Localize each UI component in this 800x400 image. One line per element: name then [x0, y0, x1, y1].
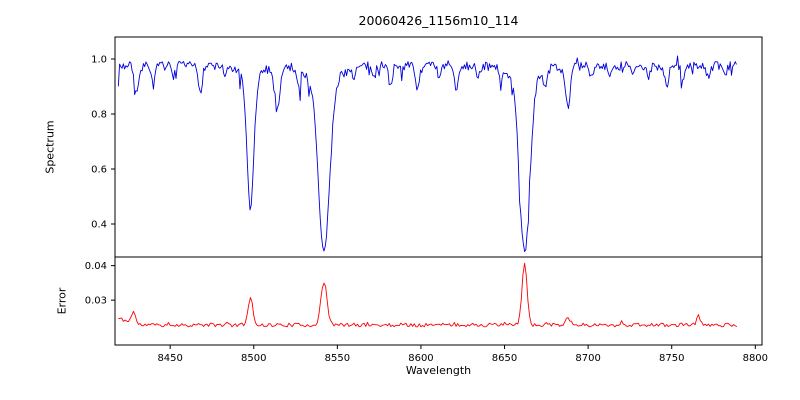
x-tick-label: 8700	[575, 353, 600, 364]
y-tick-label: 0.04	[85, 261, 107, 272]
y-tick-label: 0.6	[91, 165, 107, 176]
chart-title: 20060426_1156m10_114	[358, 13, 519, 28]
error-y-axis-label: Error	[55, 287, 69, 315]
x-tick-label: 8500	[241, 353, 266, 364]
x-tick-label: 8600	[408, 353, 433, 364]
y-tick-label: 1.0	[91, 55, 107, 66]
x-tick-label: 8550	[325, 353, 350, 364]
y-tick-label: 0.8	[91, 110, 107, 121]
error-line	[118, 262, 738, 328]
x-tick-label: 8750	[659, 353, 684, 364]
spectrum-line	[117, 55, 737, 252]
x-tick-label: 8800	[743, 353, 768, 364]
x-tick-label: 8650	[492, 353, 517, 364]
spectrum-panel-border	[114, 36, 763, 258]
x-axis-label: Wavelength	[405, 364, 472, 377]
spectrum-y-axis-label: Spectrum	[43, 120, 57, 174]
y-tick-label: 0.03	[85, 296, 107, 307]
y-tick-label: 0.4	[91, 220, 107, 231]
error-panel-border	[114, 256, 763, 346]
x-tick-label: 8450	[157, 353, 182, 364]
